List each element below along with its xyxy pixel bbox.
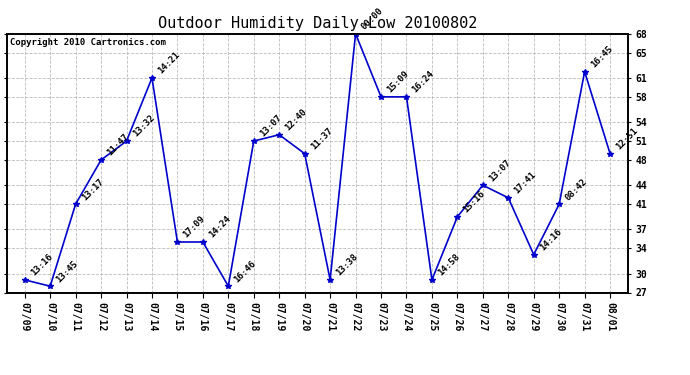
Text: 13:16: 13:16 — [29, 252, 55, 278]
Text: 13:45: 13:45 — [55, 259, 80, 284]
Text: 12:51: 12:51 — [614, 126, 640, 152]
Text: 13:07: 13:07 — [487, 158, 513, 183]
Text: 13:38: 13:38 — [334, 252, 359, 278]
Text: Copyright 2010 Cartronics.com: Copyright 2010 Cartronics.com — [10, 38, 166, 46]
Text: 12:40: 12:40 — [284, 107, 308, 132]
Text: 16:45: 16:45 — [589, 44, 614, 69]
Text: 00:00: 00:00 — [359, 6, 385, 32]
Text: 17:09: 17:09 — [181, 214, 207, 240]
Title: Outdoor Humidity Daily Low 20100802: Outdoor Humidity Daily Low 20100802 — [158, 16, 477, 31]
Text: 14:24: 14:24 — [207, 214, 233, 240]
Text: 13:17: 13:17 — [80, 177, 105, 202]
Text: 14:16: 14:16 — [538, 227, 563, 252]
Text: 16:24: 16:24 — [411, 69, 436, 95]
Text: 14:58: 14:58 — [436, 252, 462, 278]
Text: 14:21: 14:21 — [156, 50, 181, 76]
Text: 13:32: 13:32 — [130, 114, 156, 139]
Text: 17:41: 17:41 — [513, 170, 538, 196]
Text: 11:47: 11:47 — [106, 132, 130, 158]
Text: 15:16: 15:16 — [462, 189, 487, 214]
Text: 15:09: 15:09 — [385, 69, 411, 95]
Text: 11:37: 11:37 — [309, 126, 334, 152]
Text: 08:42: 08:42 — [563, 177, 589, 202]
Text: 13:07: 13:07 — [258, 114, 284, 139]
Text: 16:46: 16:46 — [233, 259, 258, 284]
